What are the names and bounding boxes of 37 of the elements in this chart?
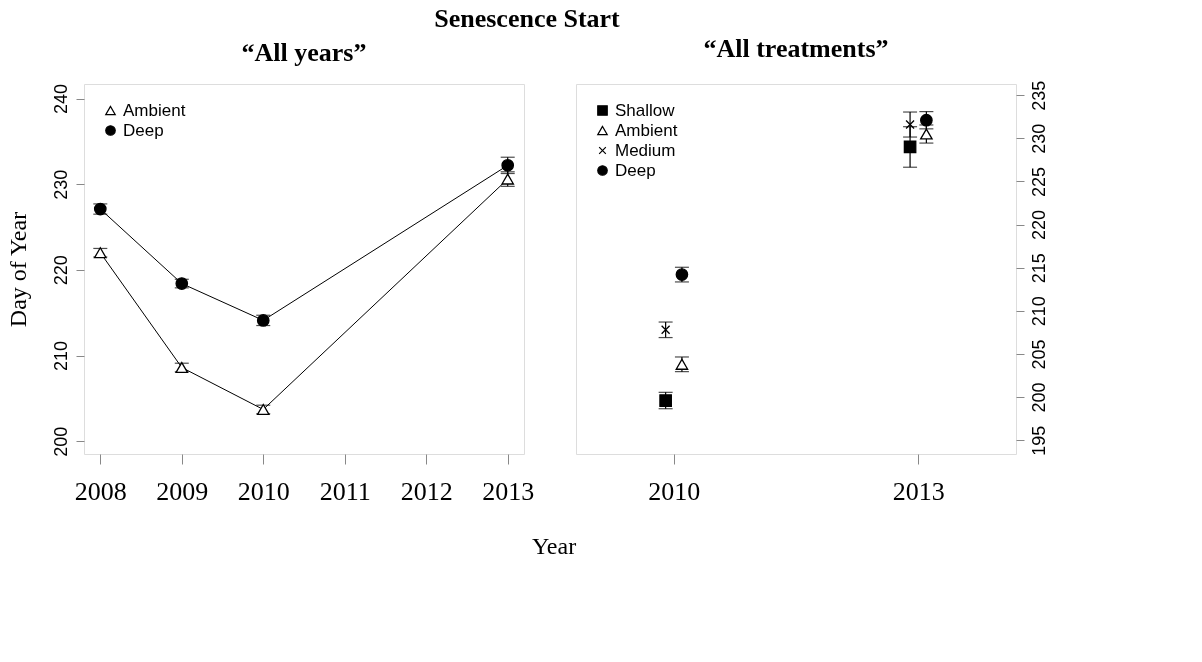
legend-label: Ambient (123, 100, 186, 120)
y2-tick-label: 210 (1028, 296, 1049, 327)
point (660, 325, 671, 335)
legend-label: Deep (123, 120, 164, 140)
y-tick-label: 200 (50, 426, 71, 457)
y2-tick-label: 225 (1028, 166, 1049, 197)
y2-tick-label: 200 (1028, 382, 1049, 413)
y-tick-label: 230 (50, 169, 71, 200)
legend-label: Deep (615, 160, 656, 180)
y-tick-label: 220 (50, 255, 71, 286)
x-tick-label: 2009 (156, 476, 209, 506)
y-tick-label: 240 (50, 84, 71, 115)
y2-tick-label: 195 (1028, 425, 1049, 456)
x-tick-label: 2010 (648, 476, 701, 506)
y2-tick-label: 205 (1028, 339, 1049, 370)
text: Senescence Start (434, 3, 621, 33)
y2-tick-label: 215 (1028, 253, 1049, 284)
x-tick-label: 2013 (482, 476, 535, 506)
legend-label: Ambient (615, 120, 678, 140)
y-axis-title: Day of Year (4, 211, 31, 328)
point (905, 119, 915, 130)
y2-tick-label: 230 (1028, 123, 1049, 154)
legend-label: Shallow (615, 100, 676, 120)
point (920, 128, 933, 140)
y2-tick-label: 220 (1028, 210, 1049, 241)
chart-title: “All years” (241, 37, 367, 67)
x-tick-label: 2011 (319, 476, 371, 506)
x-axis-title: Year (531, 533, 577, 559)
point (903, 140, 917, 154)
y-tick-label: 210 (50, 340, 71, 372)
chart-title: “All treatments” (703, 34, 889, 64)
x-tick-label: 2013 (892, 476, 945, 506)
x-tick-label: 2010 (237, 476, 290, 506)
legend-label: Medium (615, 140, 676, 160)
x-tick-label: 2008 (74, 476, 127, 506)
y2-tick-label: 235 (1028, 80, 1049, 111)
x-tick-label: 2012 (400, 476, 453, 506)
